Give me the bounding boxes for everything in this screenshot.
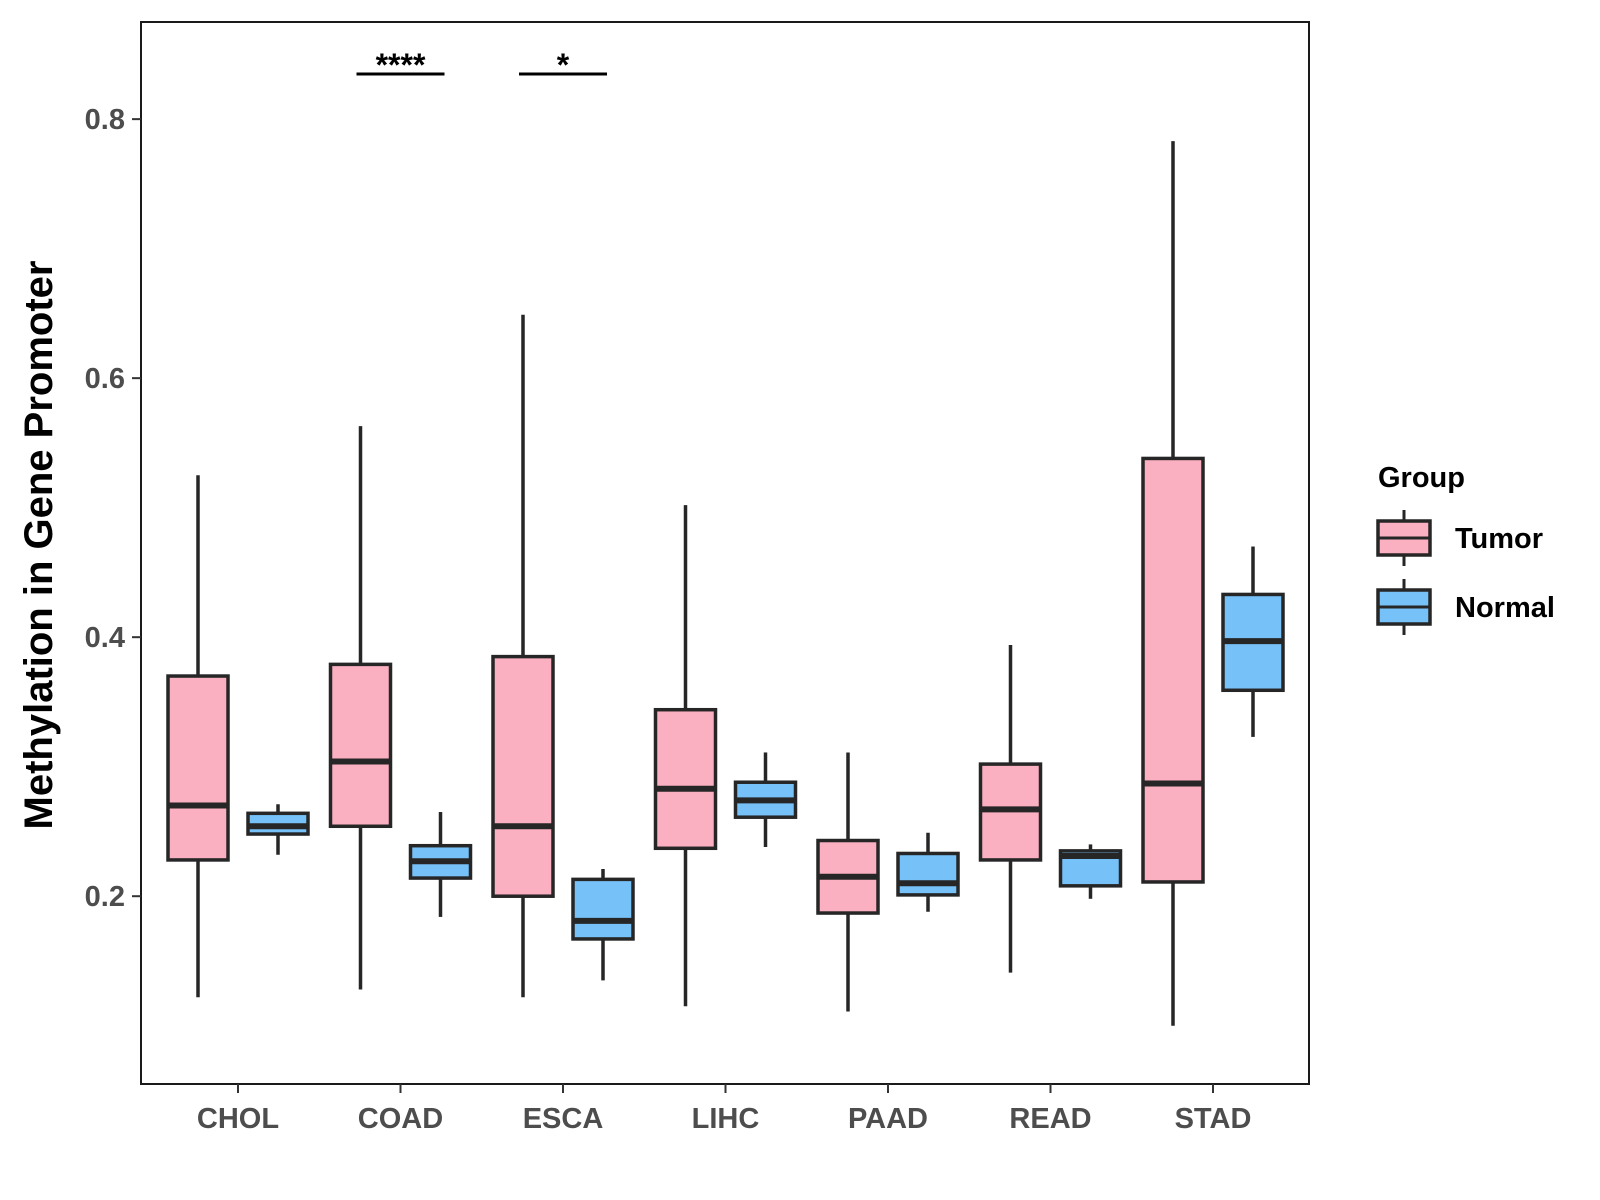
box-tumor-stad [1141,141,1205,1026]
legend-title: Group [1378,462,1465,494]
x-axis: CHOL COAD ESCA LIHC PAAD READ STAD [197,1084,1251,1135]
box-tumor-read [978,644,1043,973]
y-tick-label: 0.4 [85,622,125,654]
box-body [896,851,960,897]
box-tumor-coad [328,426,393,990]
box-series [166,141,1285,1026]
box-normal-coad [408,812,473,917]
box-normal-lihc [733,752,798,847]
x-tick-label: LIHC [692,1103,760,1135]
y-tick-label: 0.6 [85,363,125,395]
box-body [166,674,230,862]
box-body [653,707,718,851]
x-tick-label: CHOL [197,1103,279,1135]
y-tick-label: 0.2 [85,881,125,913]
x-tick-label: PAAD [848,1103,928,1135]
x-tick-label: READ [1009,1103,1091,1135]
box-body [571,877,635,941]
y-axis: 0.2 0.4 0.6 0.8 [85,104,141,913]
box-tumor-chol [166,475,230,998]
box-normal-read [1058,844,1123,899]
significance-annotations: **** * [356,47,607,83]
y-axis-title: Methylation in Gene Promoter [17,261,61,830]
y-tick-label: 0.8 [85,104,125,136]
legend-label-normal: Normal [1455,592,1555,624]
box-normal-esca [571,869,635,981]
box-body [491,654,555,898]
legend-label-tumor: Tumor [1455,523,1543,555]
box-body [1141,456,1205,884]
box-tumor-lihc [653,505,718,1007]
significance-label: * [557,47,570,83]
box-tumor-esca [491,314,555,998]
x-tick-label: ESCA [523,1103,604,1135]
box-body [328,662,393,829]
box-normal-paad [896,832,960,912]
box-normal-chol [246,804,310,855]
significance-label: **** [376,47,426,83]
legend: Group Tumor Normal [1376,462,1555,635]
box-tumor-paad [816,752,880,1012]
x-tick-label: STAD [1175,1103,1252,1135]
box-normal-stad [1221,546,1285,737]
x-tick-label: COAD [358,1103,443,1135]
plot-panel [140,21,1310,1085]
